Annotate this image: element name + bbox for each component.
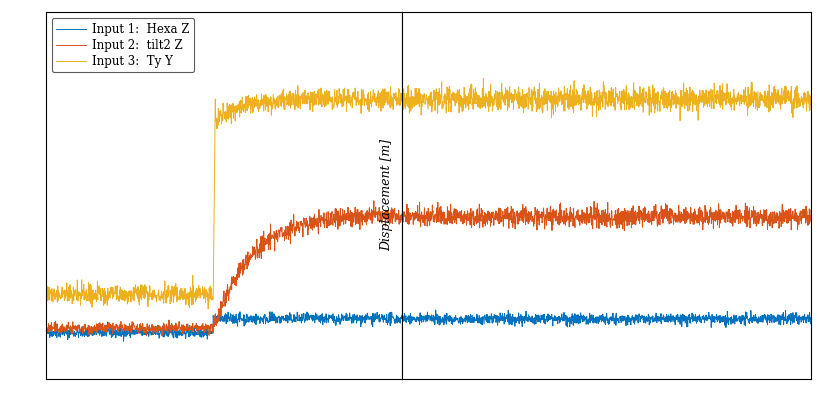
Line: Input 2:  tilt2 Z: Input 2: tilt2 Z [46,201,402,336]
Input 1:  Hexa Z: (0.63, -0.00368): Hexa Z: (0.63, -0.00368) [265,309,275,314]
Line: Input 1:  Hexa Z: Input 1: Hexa Z [46,312,402,341]
Input 3:  Ty Y: (0.434, 0.0471): Ty Y: (0.434, 0.0471) [196,295,206,300]
Input 2:  tilt2 Z: (0.526, 0.111): tilt2 Z: (0.526, 0.111) [228,278,238,283]
Legend: Input 1:  Hexa Z, Input 2:  tilt2 Z, Input 3:  Ty Y: Input 1: Hexa Z, Input 2: tilt2 Z, Input… [52,18,194,72]
Input 3:  Ty Y: (0.547, 0.76): Ty Y: (0.547, 0.76) [235,102,245,107]
Input 3:  Ty Y: (0.168, 0.0486): Ty Y: (0.168, 0.0486) [101,295,111,300]
Input 2:  tilt2 Z: (0.326, -0.093): tilt2 Z: (0.326, -0.093) [157,333,167,338]
Input 3:  Ty Y: (0.133, 0.0766): Ty Y: (0.133, 0.0766) [88,287,98,292]
Input 2:  tilt2 Z: (0.133, -0.0632): tilt2 Z: (0.133, -0.0632) [88,325,98,330]
Input 1:  Hexa Z: (0.435, -0.0746): Hexa Z: (0.435, -0.0746) [196,328,206,333]
Input 2:  tilt2 Z: (0.168, -0.0536): tilt2 Z: (0.168, -0.0536) [101,323,111,328]
Input 2:  tilt2 Z: (0.435, -0.0675): tilt2 Z: (0.435, -0.0675) [196,326,206,331]
Input 3:  Ty Y: (1, 0.791): Ty Y: (1, 0.791) [397,94,407,98]
Input 1:  Hexa Z: (0.547, -0.0299): Hexa Z: (0.547, -0.0299) [235,316,245,321]
Input 1:  Hexa Z: (0.219, -0.112): Hexa Z: (0.219, -0.112) [119,339,129,344]
Input 2:  tilt2 Z: (0, -0.0638): tilt2 Z: (0, -0.0638) [41,326,51,330]
Text: Displacement [m]: Displacement [m] [380,139,394,252]
Input 3:  Ty Y: (0.526, 0.763): Ty Y: (0.526, 0.763) [228,101,238,106]
Input 2:  tilt2 Z: (0.547, 0.177): tilt2 Z: (0.547, 0.177) [235,260,245,265]
Input 3:  Ty Y: (0, 0.047): Ty Y: (0, 0.047) [41,295,51,300]
Input 2:  tilt2 Z: (0.338, -0.0742): tilt2 Z: (0.338, -0.0742) [161,328,171,333]
Input 1:  Hexa Z: (0.338, -0.0738): Hexa Z: (0.338, -0.0738) [161,328,171,333]
Input 3:  Ty Y: (0.708, 0.829): Ty Y: (0.708, 0.829) [293,83,303,88]
Input 1:  Hexa Z: (0.526, -0.0147): Hexa Z: (0.526, -0.0147) [228,312,238,317]
Input 3:  Ty Y: (0.456, 0.00616): Ty Y: (0.456, 0.00616) [203,306,213,311]
Input 1:  Hexa Z: (1, -0.0164): Hexa Z: (1, -0.0164) [397,313,407,317]
Input 1:  Hexa Z: (0.133, -0.0734): Hexa Z: (0.133, -0.0734) [88,328,98,333]
Line: Input 3:  Ty Y: Input 3: Ty Y [46,85,402,309]
Input 1:  Hexa Z: (0.168, -0.0692): Hexa Z: (0.168, -0.0692) [101,327,111,332]
Input 3:  Ty Y: (0.337, 0.0583): Ty Y: (0.337, 0.0583) [161,292,171,297]
Input 2:  tilt2 Z: (0.922, 0.405): tilt2 Z: (0.922, 0.405) [369,198,379,203]
Input 1:  Hexa Z: (0, -0.075): Hexa Z: (0, -0.075) [41,328,51,333]
Input 2:  tilt2 Z: (1, 0.353): tilt2 Z: (1, 0.353) [397,212,407,217]
